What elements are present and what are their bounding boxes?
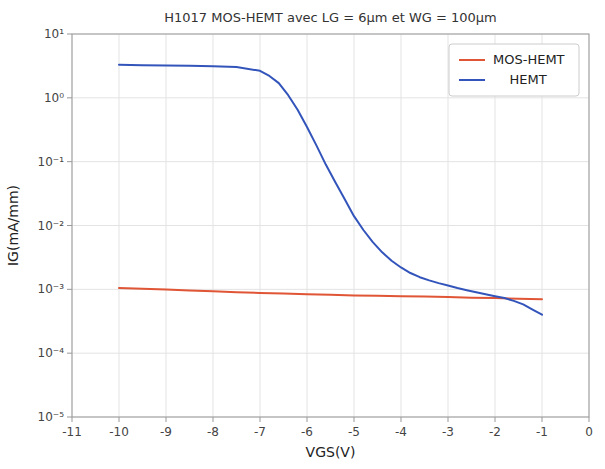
x-tick-label: -3 (442, 425, 454, 439)
axes: -11-10-9-8-7-6-5-4-3-2-1010⁻⁵10⁻⁴10⁻³10⁻… (38, 27, 593, 439)
y-tick-label: 10⁰ (44, 91, 64, 105)
x-tick-label: -8 (207, 425, 219, 439)
legend-swatch (459, 79, 485, 81)
x-tick (260, 417, 261, 422)
y-tick (67, 353, 72, 354)
title: H1017 MOS-HEMT avec LG = 6μm et WG = 100… (164, 10, 496, 25)
series-lines (119, 65, 542, 315)
y-tick (67, 97, 72, 98)
y-tick (67, 417, 72, 418)
x-tick-label: -4 (395, 425, 407, 439)
y-tick-label: 10⁻⁵ (38, 410, 65, 424)
x-tick (166, 417, 167, 422)
y-tick-label: 10⁻⁴ (38, 346, 65, 360)
y-tick-label: 10¹ (44, 27, 64, 41)
grid (72, 34, 589, 417)
x-tick-label: -7 (254, 425, 266, 439)
x-tick (401, 417, 402, 422)
x-tick (119, 417, 120, 422)
legend-swatch (459, 59, 485, 61)
y-tick-label: 10⁻¹ (38, 155, 65, 169)
y-tick (67, 161, 72, 162)
grid-line-y (72, 161, 589, 162)
grid-line-y (72, 225, 589, 226)
series-line (119, 65, 542, 315)
plot-frame (72, 34, 589, 417)
x-tick (307, 417, 308, 422)
x-tick-label: -1 (536, 425, 548, 439)
x-tick (72, 417, 73, 422)
y-tick (67, 289, 72, 290)
y-axis-label: IG(mA/mm) (5, 185, 21, 266)
x-tick-label: -11 (62, 425, 82, 439)
legend-label: MOS-HEMT (493, 52, 565, 67)
x-tick (542, 417, 543, 422)
x-tick-label: 0 (585, 425, 593, 439)
legend: MOS-HEMT HEMT (449, 44, 579, 96)
y-tick-label: 10⁻² (38, 219, 65, 233)
grid-line-y (72, 353, 589, 354)
x-tick (448, 417, 449, 422)
x-tick (213, 417, 214, 422)
x-tick-label: -10 (109, 425, 129, 439)
legend-box (449, 44, 579, 96)
x-axis-label: VGS(V) (306, 444, 356, 460)
x-tick-label: -2 (489, 425, 501, 439)
background (0, 0, 605, 469)
legend-label: HEMT (493, 72, 547, 87)
grid-line-y (72, 97, 589, 98)
x-tick-label: -6 (301, 425, 313, 439)
y-tick (67, 225, 72, 226)
x-tick (495, 417, 496, 422)
chart: -11-10-9-8-7-6-5-4-3-2-1010⁻⁵10⁻⁴10⁻³10⁻… (0, 0, 605, 469)
x-tick-label: -9 (160, 425, 172, 439)
x-tick (589, 417, 590, 422)
y-tick-label: 10⁻³ (38, 282, 65, 296)
x-tick-label: -5 (348, 425, 360, 439)
x-tick (354, 417, 355, 422)
y-tick (67, 34, 72, 35)
